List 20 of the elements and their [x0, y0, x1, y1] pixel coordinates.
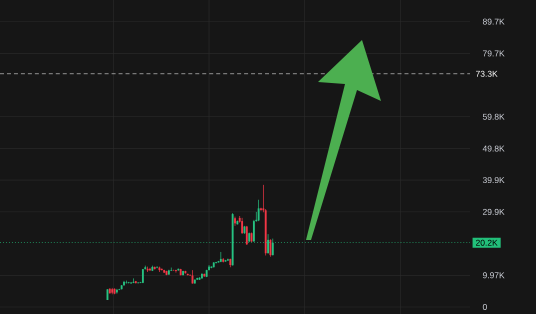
y-tick-label: 29.9K	[482, 208, 505, 215]
ref-line-label: 73.3K	[476, 70, 498, 77]
candlestick	[142, 268, 144, 284]
ref-line-label: 20.2K	[476, 240, 498, 246]
candlestick	[246, 226, 248, 246]
y-tick-label: 9.97K	[482, 272, 505, 278]
y-tick-label: 0	[482, 304, 487, 310]
candlestick	[130, 282, 132, 284]
candlestick	[234, 216, 236, 226]
y-tick-label: 79.7K	[482, 50, 505, 56]
y-tick-label: 39.9K	[482, 177, 505, 184]
candlestick	[269, 238, 272, 258]
y-tick-label: 89.7K	[482, 18, 505, 25]
candlestick	[241, 218, 244, 234]
candlestick	[192, 270, 194, 284]
y-tick-label: 49.8K	[482, 146, 505, 152]
candlestick	[250, 232, 252, 242]
candlestick	[132, 278, 134, 284]
candlestick	[258, 199, 260, 222]
y-tick-label: 59.8K	[482, 114, 505, 120]
